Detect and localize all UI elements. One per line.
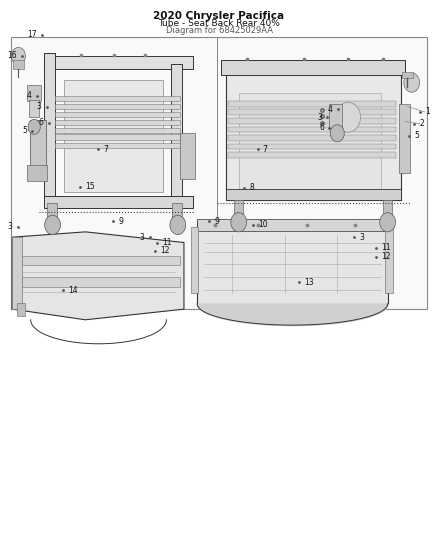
Bar bbox=[228, 144, 396, 149]
Bar bbox=[228, 135, 396, 141]
Bar bbox=[234, 200, 243, 221]
Text: 10: 10 bbox=[258, 221, 268, 229]
Bar bbox=[228, 127, 396, 132]
Text: 6: 6 bbox=[319, 124, 324, 132]
Bar bbox=[44, 196, 193, 208]
Text: 9: 9 bbox=[118, 217, 123, 225]
Bar bbox=[44, 56, 193, 69]
Text: Diagram for 68425029AA: Diagram for 68425029AA bbox=[166, 26, 272, 35]
Bar bbox=[228, 109, 396, 115]
Wedge shape bbox=[231, 213, 247, 232]
Text: 12: 12 bbox=[160, 246, 170, 255]
Text: 7: 7 bbox=[103, 145, 108, 154]
Text: 3: 3 bbox=[359, 233, 364, 241]
Text: 6: 6 bbox=[39, 118, 44, 127]
Wedge shape bbox=[170, 215, 186, 235]
Text: 16: 16 bbox=[7, 52, 17, 60]
Bar bbox=[180, 133, 195, 179]
Bar bbox=[191, 227, 198, 293]
Text: 11: 11 bbox=[381, 244, 391, 252]
Bar bbox=[47, 203, 57, 224]
Bar bbox=[15, 277, 180, 287]
Text: 2020 Chrysler Pacifica: 2020 Chrysler Pacifica bbox=[153, 11, 285, 21]
Bar bbox=[55, 104, 180, 109]
Wedge shape bbox=[45, 215, 60, 235]
Bar bbox=[385, 227, 393, 293]
Bar bbox=[55, 134, 180, 140]
Text: 8: 8 bbox=[250, 183, 254, 192]
Bar bbox=[30, 120, 46, 171]
Bar bbox=[197, 219, 388, 231]
Bar bbox=[226, 189, 401, 200]
Wedge shape bbox=[28, 119, 40, 134]
Text: 4: 4 bbox=[27, 92, 32, 100]
Wedge shape bbox=[336, 102, 360, 132]
Text: 1: 1 bbox=[425, 108, 430, 116]
Bar bbox=[15, 256, 180, 265]
Text: 5: 5 bbox=[414, 132, 419, 140]
Bar bbox=[328, 104, 342, 128]
Bar bbox=[55, 96, 180, 101]
Bar bbox=[27, 85, 41, 101]
Bar bbox=[221, 60, 405, 75]
Bar bbox=[197, 221, 388, 304]
Bar bbox=[228, 101, 396, 107]
Bar bbox=[55, 143, 180, 148]
Text: 11: 11 bbox=[162, 238, 172, 247]
Text: 9: 9 bbox=[215, 217, 219, 225]
Text: 7: 7 bbox=[263, 145, 268, 154]
Bar bbox=[55, 112, 180, 117]
Bar bbox=[55, 128, 180, 133]
Bar bbox=[402, 72, 413, 78]
Bar bbox=[12, 237, 22, 309]
Bar bbox=[44, 53, 55, 203]
Wedge shape bbox=[11, 47, 25, 64]
Polygon shape bbox=[12, 232, 184, 320]
Bar bbox=[239, 93, 381, 189]
Text: 3: 3 bbox=[37, 102, 42, 111]
Wedge shape bbox=[404, 73, 420, 92]
Bar bbox=[399, 104, 410, 173]
Bar bbox=[55, 120, 180, 125]
Text: 4: 4 bbox=[328, 105, 333, 114]
Bar bbox=[226, 64, 401, 200]
Bar bbox=[13, 60, 24, 69]
Text: 5: 5 bbox=[22, 126, 27, 135]
Bar bbox=[172, 203, 182, 224]
Bar bbox=[228, 152, 396, 158]
Bar bbox=[171, 64, 182, 203]
Bar bbox=[228, 118, 396, 124]
Text: 3: 3 bbox=[140, 233, 145, 241]
Text: 2: 2 bbox=[420, 119, 424, 128]
Text: 15: 15 bbox=[85, 182, 95, 191]
Bar bbox=[383, 200, 392, 221]
Bar bbox=[17, 303, 25, 316]
Text: 12: 12 bbox=[381, 253, 391, 261]
Text: 3: 3 bbox=[7, 222, 12, 231]
Bar bbox=[11, 37, 427, 309]
Bar bbox=[29, 100, 39, 117]
Text: Tube - Seat Back Rear 40%: Tube - Seat Back Rear 40% bbox=[158, 19, 280, 28]
Wedge shape bbox=[330, 125, 344, 142]
Bar bbox=[27, 165, 47, 181]
Text: 17: 17 bbox=[28, 30, 37, 39]
Wedge shape bbox=[380, 213, 396, 232]
Text: 13: 13 bbox=[304, 278, 314, 287]
Text: 14: 14 bbox=[68, 286, 78, 295]
Text: 3: 3 bbox=[317, 113, 322, 122]
Bar bbox=[64, 80, 163, 192]
